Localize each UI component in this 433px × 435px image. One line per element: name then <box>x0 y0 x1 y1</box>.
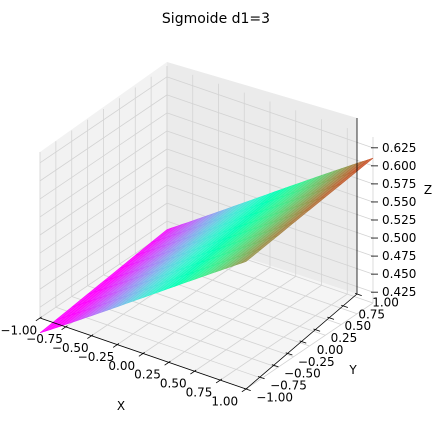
z-tick-label: 0.425 <box>382 285 416 299</box>
x-tick-label: −0.75 <box>26 332 63 346</box>
z-tick-label: 0.625 <box>382 141 416 155</box>
y-tick-label: −0.50 <box>284 367 321 381</box>
y-tick <box>327 316 335 320</box>
y-tick <box>313 328 321 332</box>
x-tick <box>61 325 68 331</box>
y-tick-label: 1.00 <box>372 295 399 309</box>
y-tick-label: 0.75 <box>358 307 385 321</box>
x-tick-label: 1.00 <box>211 394 238 408</box>
x-tick <box>35 316 42 322</box>
y-tick <box>354 292 362 297</box>
grid-line-z-left <box>39 76 168 164</box>
x-tick-label: 0.00 <box>108 359 135 373</box>
y-tick-label: 0.25 <box>331 331 358 345</box>
grid-line-z-left <box>39 148 168 236</box>
x-tick-label: −1.00 <box>0 323 37 337</box>
z-tick-label: 0.600 <box>382 159 416 173</box>
grid-line-z-back <box>166 148 374 221</box>
grid-line-z-left <box>39 166 168 254</box>
x-tick <box>215 378 223 384</box>
y-tick <box>285 352 293 356</box>
grid-line-z-left <box>39 94 168 182</box>
x-tick <box>190 369 197 375</box>
y-axis-label: Y <box>348 363 357 377</box>
y-tick <box>257 376 265 380</box>
x-tick <box>112 343 120 348</box>
axis-labels-group: Sigmoide d1=3 X Y Z <box>117 11 432 413</box>
y-tick-label: 0.50 <box>344 319 371 333</box>
y-tick <box>299 340 307 344</box>
x-tick <box>164 360 171 366</box>
z-tick-label: 0.575 <box>382 177 416 191</box>
grid-line-z-back <box>166 130 374 203</box>
x-tick <box>241 387 248 393</box>
grid-line-z-back <box>166 76 374 149</box>
y-tick-label: −0.75 <box>270 379 307 393</box>
grid-line-z-left <box>39 202 168 290</box>
grid-line-z-left <box>39 184 168 272</box>
y-tick-label: 0.00 <box>317 343 344 357</box>
x-tick-label: 0.75 <box>186 385 213 399</box>
tick-marks: −1.00−0.75−0.50−0.250.000.250.500.751.00… <box>0 141 416 409</box>
chart-title: Sigmoide d1=3 <box>162 11 270 27</box>
z-tick-label: 0.500 <box>382 231 416 245</box>
z-tick-label: 0.475 <box>382 249 416 263</box>
grid-line-z-left <box>39 130 168 218</box>
x-tick <box>138 352 145 357</box>
x-tick-label: 0.25 <box>134 368 161 382</box>
y-tick-label: −1.00 <box>256 390 293 404</box>
x-tick-label: −0.50 <box>52 341 89 355</box>
x-axis-label: X <box>117 399 125 413</box>
x-tick-label: 0.50 <box>160 377 187 391</box>
surface-plot <box>39 157 374 334</box>
grid-line-z-left <box>39 112 168 200</box>
grid-line-z-back <box>166 94 374 167</box>
surface-patch <box>240 248 263 264</box>
y-tick <box>243 387 251 392</box>
z-axis-label: Z <box>424 183 432 197</box>
grid-line-y-floor <box>55 306 263 379</box>
y-tick-label: −0.25 <box>298 355 335 369</box>
y-tick <box>341 304 348 308</box>
z-tick-label: 0.525 <box>382 213 416 227</box>
x-tick <box>87 334 94 339</box>
x-tick-label: −0.25 <box>78 350 115 364</box>
z-tick-label: 0.550 <box>382 195 416 209</box>
y-tick <box>271 364 279 368</box>
grid-line-z-left <box>39 220 168 308</box>
z-tick-label: 0.450 <box>382 267 416 281</box>
